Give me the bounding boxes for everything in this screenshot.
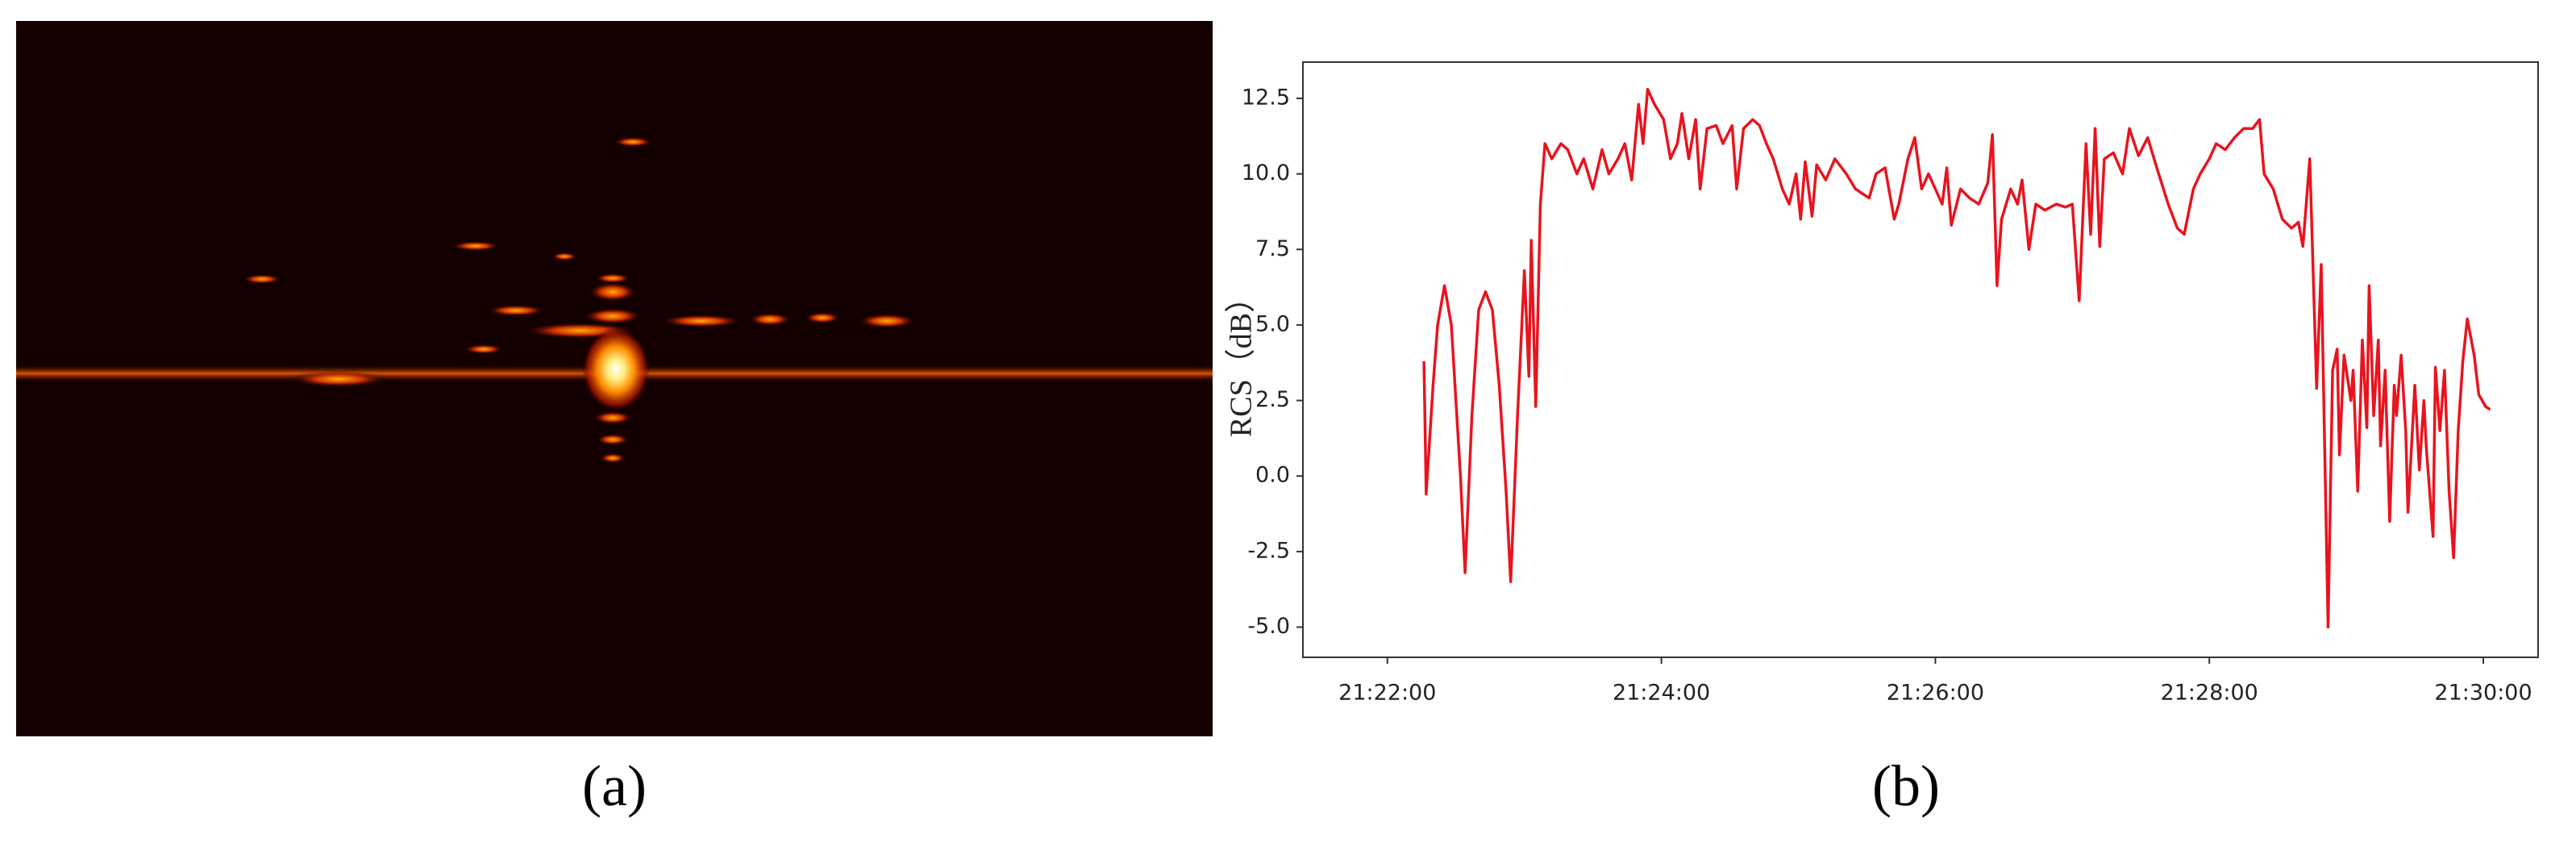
- y-tick-label: 0.0: [1255, 463, 1290, 488]
- bright-spot: [582, 327, 650, 411]
- panel-label: (a): [582, 754, 647, 819]
- y-tick-label: 5.0: [1255, 311, 1290, 336]
- y-tick-label: 12.5: [1242, 85, 1290, 110]
- y-tick-label: 7.5: [1255, 236, 1290, 261]
- x-tick-label: 21:22:00: [1338, 681, 1436, 706]
- y-tick-label: -2.5: [1247, 538, 1290, 563]
- plot-frame: [1302, 61, 2539, 658]
- y-tick-label: 2.5: [1255, 387, 1290, 412]
- y-axis-label: RCS（dB）: [1225, 282, 1259, 437]
- scatter-blobs: [243, 137, 916, 463]
- radar-image: [16, 21, 1213, 736]
- y-tick-label: -5.0: [1247, 614, 1290, 639]
- x-tick-label: 21:24:00: [1613, 681, 1710, 706]
- panel-label: (b): [1872, 754, 1940, 819]
- data-line: [1422, 87, 2491, 629]
- y-tick-label: 10.0: [1242, 160, 1290, 185]
- x-tick-label: 21:30:00: [2434, 681, 2532, 706]
- x-tick-label: 21:26:00: [1887, 681, 1984, 706]
- x-tick-label: 21:28:00: [2161, 681, 2258, 706]
